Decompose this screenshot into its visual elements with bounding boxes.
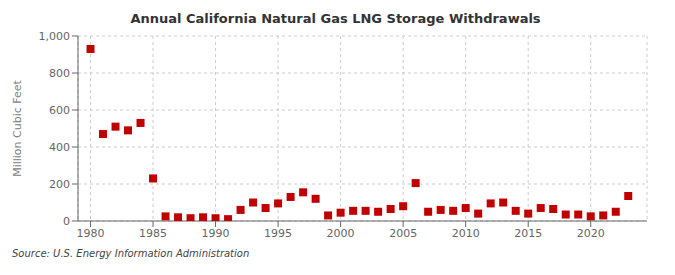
svg-text:600: 600 xyxy=(49,104,70,117)
svg-text:2005: 2005 xyxy=(389,227,417,240)
svg-text:0: 0 xyxy=(63,215,70,228)
svg-text:2020: 2020 xyxy=(577,227,605,240)
svg-text:1,000: 1,000 xyxy=(39,30,71,43)
svg-text:400: 400 xyxy=(49,141,70,154)
svg-text:1985: 1985 xyxy=(139,227,167,240)
svg-text:1995: 1995 xyxy=(264,227,292,240)
svg-text:200: 200 xyxy=(49,178,70,191)
svg-text:1980: 1980 xyxy=(77,227,105,240)
svg-text:2010: 2010 xyxy=(452,227,480,240)
svg-text:1990: 1990 xyxy=(202,227,230,240)
svg-text:2000: 2000 xyxy=(327,227,355,240)
svg-text:800: 800 xyxy=(49,67,70,80)
svg-text:Million Cubic Feet: Million Cubic Feet xyxy=(11,79,24,176)
html-text:Annual California Natural Gas: Annual California Natural Gas LNG Storag… xyxy=(130,11,541,26)
svg-text:2015: 2015 xyxy=(514,227,542,240)
html-text:Source: U.S. Energy Informatio: Source: U.S. Energy Information Administ… xyxy=(12,248,250,259)
